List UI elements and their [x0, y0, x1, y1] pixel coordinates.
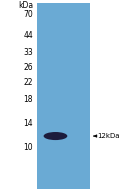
- Text: 12kDa: 12kDa: [98, 133, 120, 139]
- Bar: [37, 3, 90, 189]
- Text: 14: 14: [24, 118, 33, 127]
- Text: 22: 22: [24, 78, 33, 87]
- Text: 33: 33: [23, 48, 33, 57]
- Bar: [90, 0, 125, 192]
- Text: 18: 18: [24, 95, 33, 104]
- Ellipse shape: [44, 132, 67, 140]
- Text: 10: 10: [24, 143, 33, 152]
- Text: 44: 44: [23, 31, 33, 40]
- Text: kDa: kDa: [18, 1, 33, 10]
- Bar: [0, 0, 37, 192]
- Text: 70: 70: [23, 10, 33, 19]
- Text: 26: 26: [24, 63, 33, 72]
